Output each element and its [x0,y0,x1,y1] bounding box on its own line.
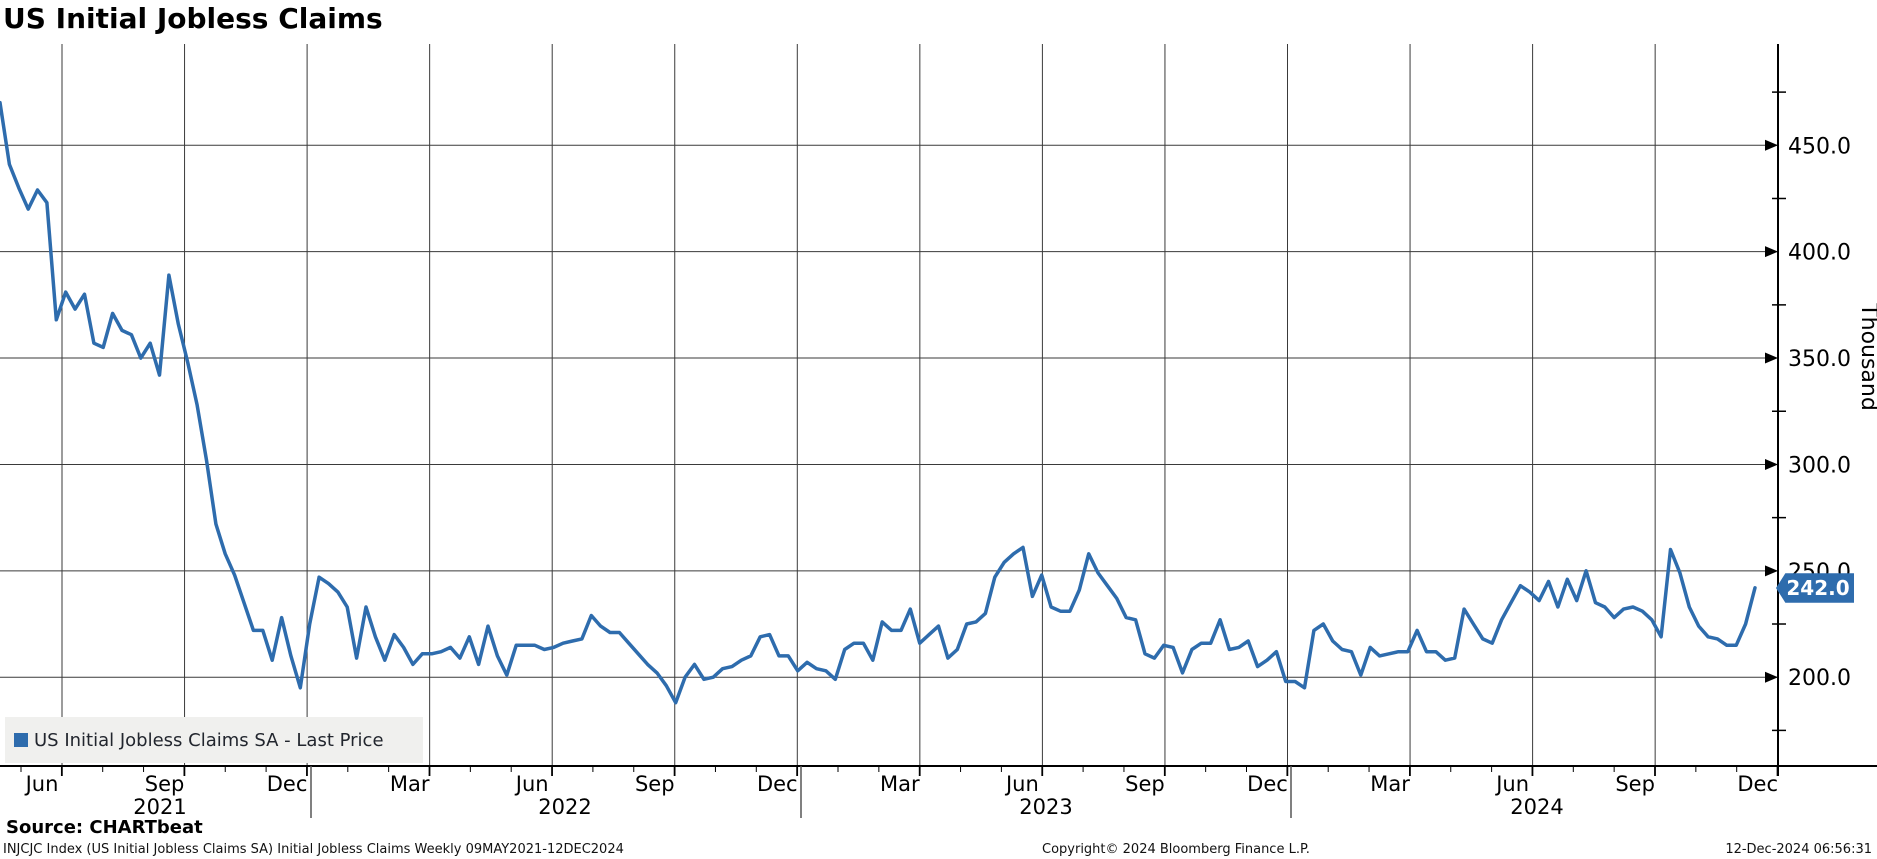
x-year-label: 2021 [133,795,186,819]
y-tick-arrow-icon [1765,246,1778,258]
ticker-description: INJCJC Index (US Initial Jobless Claims … [3,842,624,857]
x-month-label: Dec [267,772,308,796]
y-tick-arrow-icon [1765,139,1778,151]
y-axis-unit-label: Thousand [1856,302,1877,411]
x-month-label: Dec [1737,772,1778,796]
y-tick-label: 200.0 [1788,666,1851,691]
y-tick-label: 300.0 [1788,453,1851,478]
x-month-label: Mar [390,772,430,796]
source-label: Source: CHARTbeat [6,817,203,838]
x-month-label: Jun [24,772,59,796]
x-month-label: Dec [757,772,798,796]
x-year-label: 2023 [1019,795,1072,819]
x-month-label: Jun [1004,772,1039,796]
chart-title: US Initial Jobless Claims [3,2,383,35]
copyright-notice: Copyright© 2024 Bloomberg Finance L.P. [1042,842,1310,857]
y-tick-arrow-icon [1765,352,1778,364]
x-month-label: Mar [880,772,920,796]
x-year-label: 2024 [1510,795,1563,819]
x-month-label: Sep [1615,772,1655,796]
jobless-claims-line-series [0,100,1757,705]
timestamp: 12-Dec-2024 06:56:31 [1725,842,1872,857]
y-tick-label: 350.0 [1788,347,1851,372]
last-price-tag: 242.0 [1776,573,1854,603]
x-month-label: Sep [635,772,675,796]
x-month-label: Sep [145,772,185,796]
x-month-label: Dec [1247,772,1288,796]
x-month-label: Mar [1370,772,1410,796]
y-tick-label: 400.0 [1788,241,1851,266]
y-tick-label: 450.0 [1788,134,1851,159]
y-tick-arrow-icon [1765,458,1778,470]
x-month-label: Sep [1125,772,1165,796]
legend-swatch-icon [14,733,28,747]
legend[interactable]: US Initial Jobless Claims SA - Last Pric… [5,717,423,763]
x-month-label: Jun [514,772,549,796]
legend-series-label: US Initial Jobless Claims SA - Last Pric… [34,729,384,751]
y-tick-arrow-icon [1765,671,1778,683]
x-month-label: Jun [1494,772,1529,796]
x-year-label: 2022 [538,795,591,819]
y-tick-arrow-icon [1765,565,1778,577]
